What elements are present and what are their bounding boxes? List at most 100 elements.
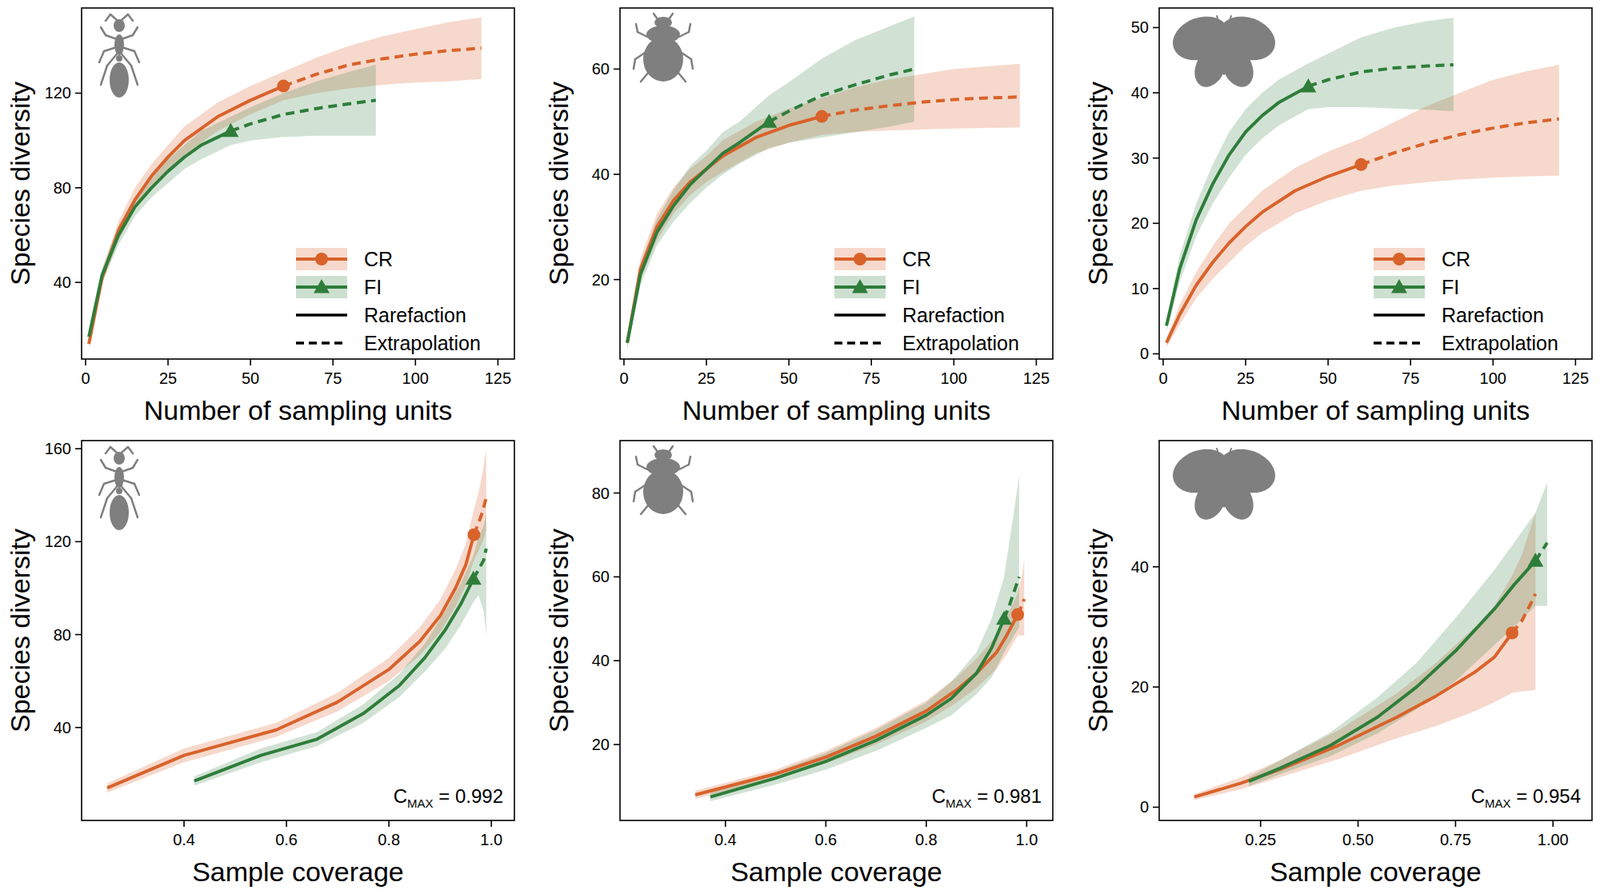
plot-frame [1159,8,1592,360]
x-tick [1327,359,1329,366]
legend-band [296,276,348,299]
y-tick [75,541,82,544]
confidence-band [107,448,487,793]
figure: 02550751001254080120Number of sampling u… [0,0,1600,894]
icon-part [681,485,692,492]
observed-marker [1354,158,1368,172]
y-tick-label: 40 [592,652,610,670]
legend: CRFIRarefactionExtrapolation [834,248,1020,355]
x-tick-label: 50 [780,369,798,388]
extrapolation-line [230,100,376,131]
legend-label: Rarefaction [1441,304,1544,327]
icon-part [640,504,649,515]
x-tick-label: 0.4 [714,831,737,849]
icon-part [100,498,108,518]
y-tick-label: 40 [53,273,72,292]
icon-part [119,468,133,473]
y-tick [1152,566,1160,568]
icon-part [1216,16,1223,32]
legend-label: Extrapolation [1441,332,1559,355]
icon-part [121,447,128,453]
icon-part [688,456,691,465]
icon-part [691,492,693,502]
plot-area [107,448,487,793]
icon-part [128,447,133,454]
legend-label: Extrapolation [902,332,1020,355]
y-tick [1152,807,1160,809]
y-tick-label: 40 [53,719,72,737]
icon-part [105,447,111,454]
legend-line-style [1373,341,1425,345]
observed-marker [276,80,290,93]
icon-part [107,51,120,66]
legend-marker [852,279,868,294]
y-axis-title: Species diversity [4,81,36,286]
annotation: CMAX = 0.992 [393,785,504,811]
x-tick [1162,359,1164,366]
y-tick-label: 30 [1131,149,1149,168]
icon-part [104,46,120,52]
observed-marker [996,611,1012,626]
legend-label: CR [1441,248,1471,271]
plot-frame [1159,440,1592,821]
x-tick [167,359,169,366]
confidence-band [88,17,482,349]
y-tick-label: 40 [592,165,610,184]
x-tick-label: 50 [241,369,260,388]
taxon-icon [99,447,140,531]
legend-label: Rarefaction [902,304,1005,327]
x-tick-label: 100 [940,369,968,388]
panel: 02550751001254080120Number of sampling u… [4,8,515,426]
annotation-suffix: = [1511,785,1533,808]
annotation-value: 0.981 [993,785,1042,808]
y-tick-label: 80 [53,179,72,197]
x-tick [825,820,828,828]
panel: 0255075100125204060Number of sampling un… [543,8,1053,426]
legend-line-style [296,313,348,317]
icon-part [99,51,104,63]
y-tick-label: 0 [1140,344,1149,363]
x-tick [1575,359,1577,366]
plot-frame [620,8,1053,360]
rarefaction-line [88,86,284,344]
y-tick-label: 40 [1131,558,1149,576]
icon-part [668,13,673,20]
x-tick [414,359,416,366]
y-tick [613,68,620,71]
icon-part [119,51,132,66]
annotation-suffix: = [972,785,994,808]
plot-frame [620,440,1053,821]
observed-marker [1011,608,1024,622]
icon-part [116,488,123,495]
y-tick [75,187,82,189]
annotation-subscript: MAX [945,796,972,811]
x-tick-label: 0.4 [172,831,196,849]
annotation-subscript: MAX [1484,796,1512,811]
y-tick [613,576,620,579]
plot-area [695,476,1024,802]
y-tick-label: 160 [44,440,72,458]
legend-label: Extrapolation [364,332,481,355]
annotation-prefix: C [393,785,408,808]
x-tick [724,820,727,828]
x-tick [1492,359,1494,366]
y-tick-label: 120 [44,84,72,102]
icon-part [635,52,645,60]
legend-line-style [834,313,886,317]
x-tick [705,359,708,366]
extrapolation-line [283,48,481,86]
x-tick-label: 1.0 [1015,831,1038,849]
y-tick [75,281,82,284]
icon-part [1220,30,1228,76]
icon-part [105,468,120,473]
y-tick [1152,157,1160,160]
panel: 0.40.60.81.04080120160Sample coverageSpe… [4,440,515,888]
y-axis-title: Species diversity [4,528,36,733]
icon-part [100,460,106,468]
icon-part [119,479,135,484]
legend-label: FI [902,276,920,299]
x-tick-label: 25 [159,369,177,388]
rarefaction-line [1194,633,1512,798]
y-tick [75,727,82,729]
y-axis-title: Species diversity [1082,81,1113,286]
